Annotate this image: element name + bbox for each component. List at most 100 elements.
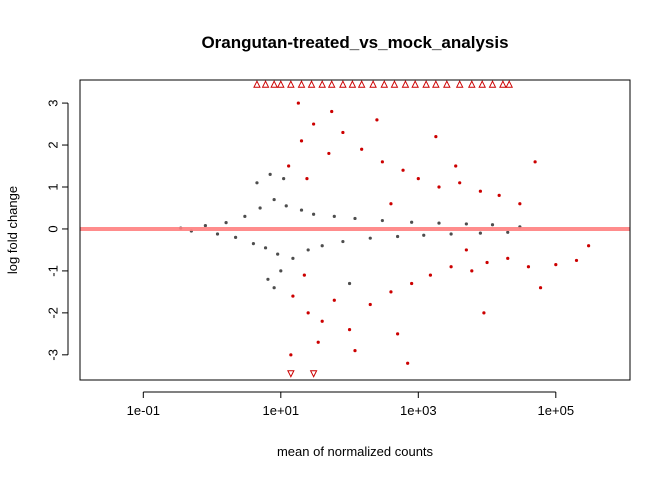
significant-gene-point [401, 168, 405, 172]
outlier-triangle-point [297, 80, 306, 88]
outlier-triangle-point [253, 80, 261, 88]
outlier-triangle-point [422, 80, 430, 88]
outlier-triangle-point [499, 80, 507, 88]
significant-gene-point [518, 202, 522, 206]
gene-point [263, 246, 268, 250]
outlier-triangle-point [270, 80, 278, 88]
significant-gene-point [410, 281, 414, 286]
gene-point [320, 244, 324, 248]
gene-point [306, 248, 310, 252]
significant-gene-point [478, 189, 482, 193]
gene-point [341, 239, 345, 244]
y-tick-label: 0 [45, 225, 60, 232]
y-tick-label: 1 [45, 183, 60, 190]
outlier-triangle-point [287, 370, 295, 378]
outlier-triangle-point [401, 80, 410, 88]
significant-gene-point [299, 139, 304, 143]
significant-gene-point [375, 118, 379, 122]
gene-point [251, 242, 256, 246]
gene-point [268, 172, 272, 177]
x-axis: 1e-01 1e+01 1e+03 1e+05 [127, 391, 575, 418]
significant-gene-point [380, 160, 384, 164]
significant-gene-point [306, 311, 310, 315]
outlier-triangle-point [455, 80, 464, 88]
gene-point [203, 223, 207, 228]
significant-gene-point [332, 298, 336, 302]
significant-gene-point [389, 202, 393, 206]
x-tick-label: 1e+05 [538, 403, 575, 418]
gene-point [272, 286, 276, 290]
gene-point [284, 204, 288, 208]
outlier-triangle-point [380, 80, 389, 88]
gene-point [258, 206, 262, 210]
significant-gene-point [470, 269, 474, 273]
significant-gene-point [485, 260, 489, 265]
outlier-triangle-point [390, 80, 399, 88]
significant-gene-point [353, 349, 357, 353]
x-tick-label: 1e-01 [127, 403, 160, 418]
outlier-triangle-point [505, 80, 514, 88]
significant-gene-point [327, 151, 331, 156]
outlier-triangle-point [443, 80, 451, 88]
outlier-triangle-point [307, 80, 316, 88]
x-axis-label: mean of normalized counts [277, 444, 434, 459]
gene-point [299, 208, 304, 212]
significant-gene-point [316, 340, 320, 344]
significant-gene-point [360, 147, 364, 151]
y-axis-label: log fold change [5, 186, 20, 274]
significant-gene-point [437, 185, 441, 189]
significant-gene-point [533, 160, 537, 164]
gene-point [233, 235, 238, 239]
gene-point [266, 277, 270, 281]
gene-point [368, 236, 372, 240]
outlier-triangle-point [348, 80, 357, 88]
significant-gene-point [330, 109, 334, 114]
significant-gene-point [396, 332, 400, 336]
significant-gene-point [526, 265, 531, 269]
outlier-triangle-point [357, 80, 366, 88]
gene-point [215, 232, 220, 236]
gene-point [506, 230, 510, 234]
significant-gene-point [302, 273, 306, 277]
outlier-triangle-point [309, 370, 318, 378]
gene-point [380, 218, 384, 223]
y-tick-label: -3 [45, 349, 60, 361]
significant-gene-point [458, 181, 462, 185]
y-axis: -3 -2 -1 0 1 2 3 [45, 99, 69, 361]
significant-gene-point [574, 258, 579, 263]
significant-gene-point [305, 177, 309, 181]
outlier-triangle-point [327, 80, 336, 88]
outlier-triangle-point [261, 80, 270, 88]
significant-gene-point [406, 361, 410, 365]
chart-title: Orangutan-treated_vs_mock_analysis [201, 33, 508, 52]
outlier-triangle-point [488, 80, 497, 88]
significant-gene-point [587, 244, 591, 248]
gene-point [478, 231, 482, 235]
significant-gene-point [454, 164, 458, 168]
outlier-triangle-point [369, 80, 377, 88]
gene-point [332, 214, 336, 218]
significant-gene-point [434, 135, 438, 139]
outlier-triangle-point [339, 80, 347, 88]
significant-gene-point [347, 328, 352, 332]
significant-gene-point [291, 294, 295, 298]
y-tick-label: -2 [45, 307, 60, 319]
significant-gene-point [416, 177, 420, 181]
y-tick-label: -1 [45, 265, 60, 277]
outlier-triangle-point [276, 80, 285, 88]
gene-point [282, 177, 286, 181]
gene-point [396, 234, 400, 239]
significant-gene-point [482, 311, 486, 315]
significant-gene-point [428, 273, 433, 277]
significant-gene-point [506, 256, 510, 260]
x-tick-label: 1e+01 [263, 403, 300, 418]
plot-frame [79, 79, 631, 381]
y-tick-label: 3 [45, 99, 60, 106]
gene-point [490, 223, 495, 227]
outlier-triangle-point [287, 80, 295, 88]
gene-point [312, 212, 316, 216]
scatter-points [179, 80, 591, 378]
gene-point [291, 256, 295, 260]
significant-gene-point [449, 265, 453, 269]
